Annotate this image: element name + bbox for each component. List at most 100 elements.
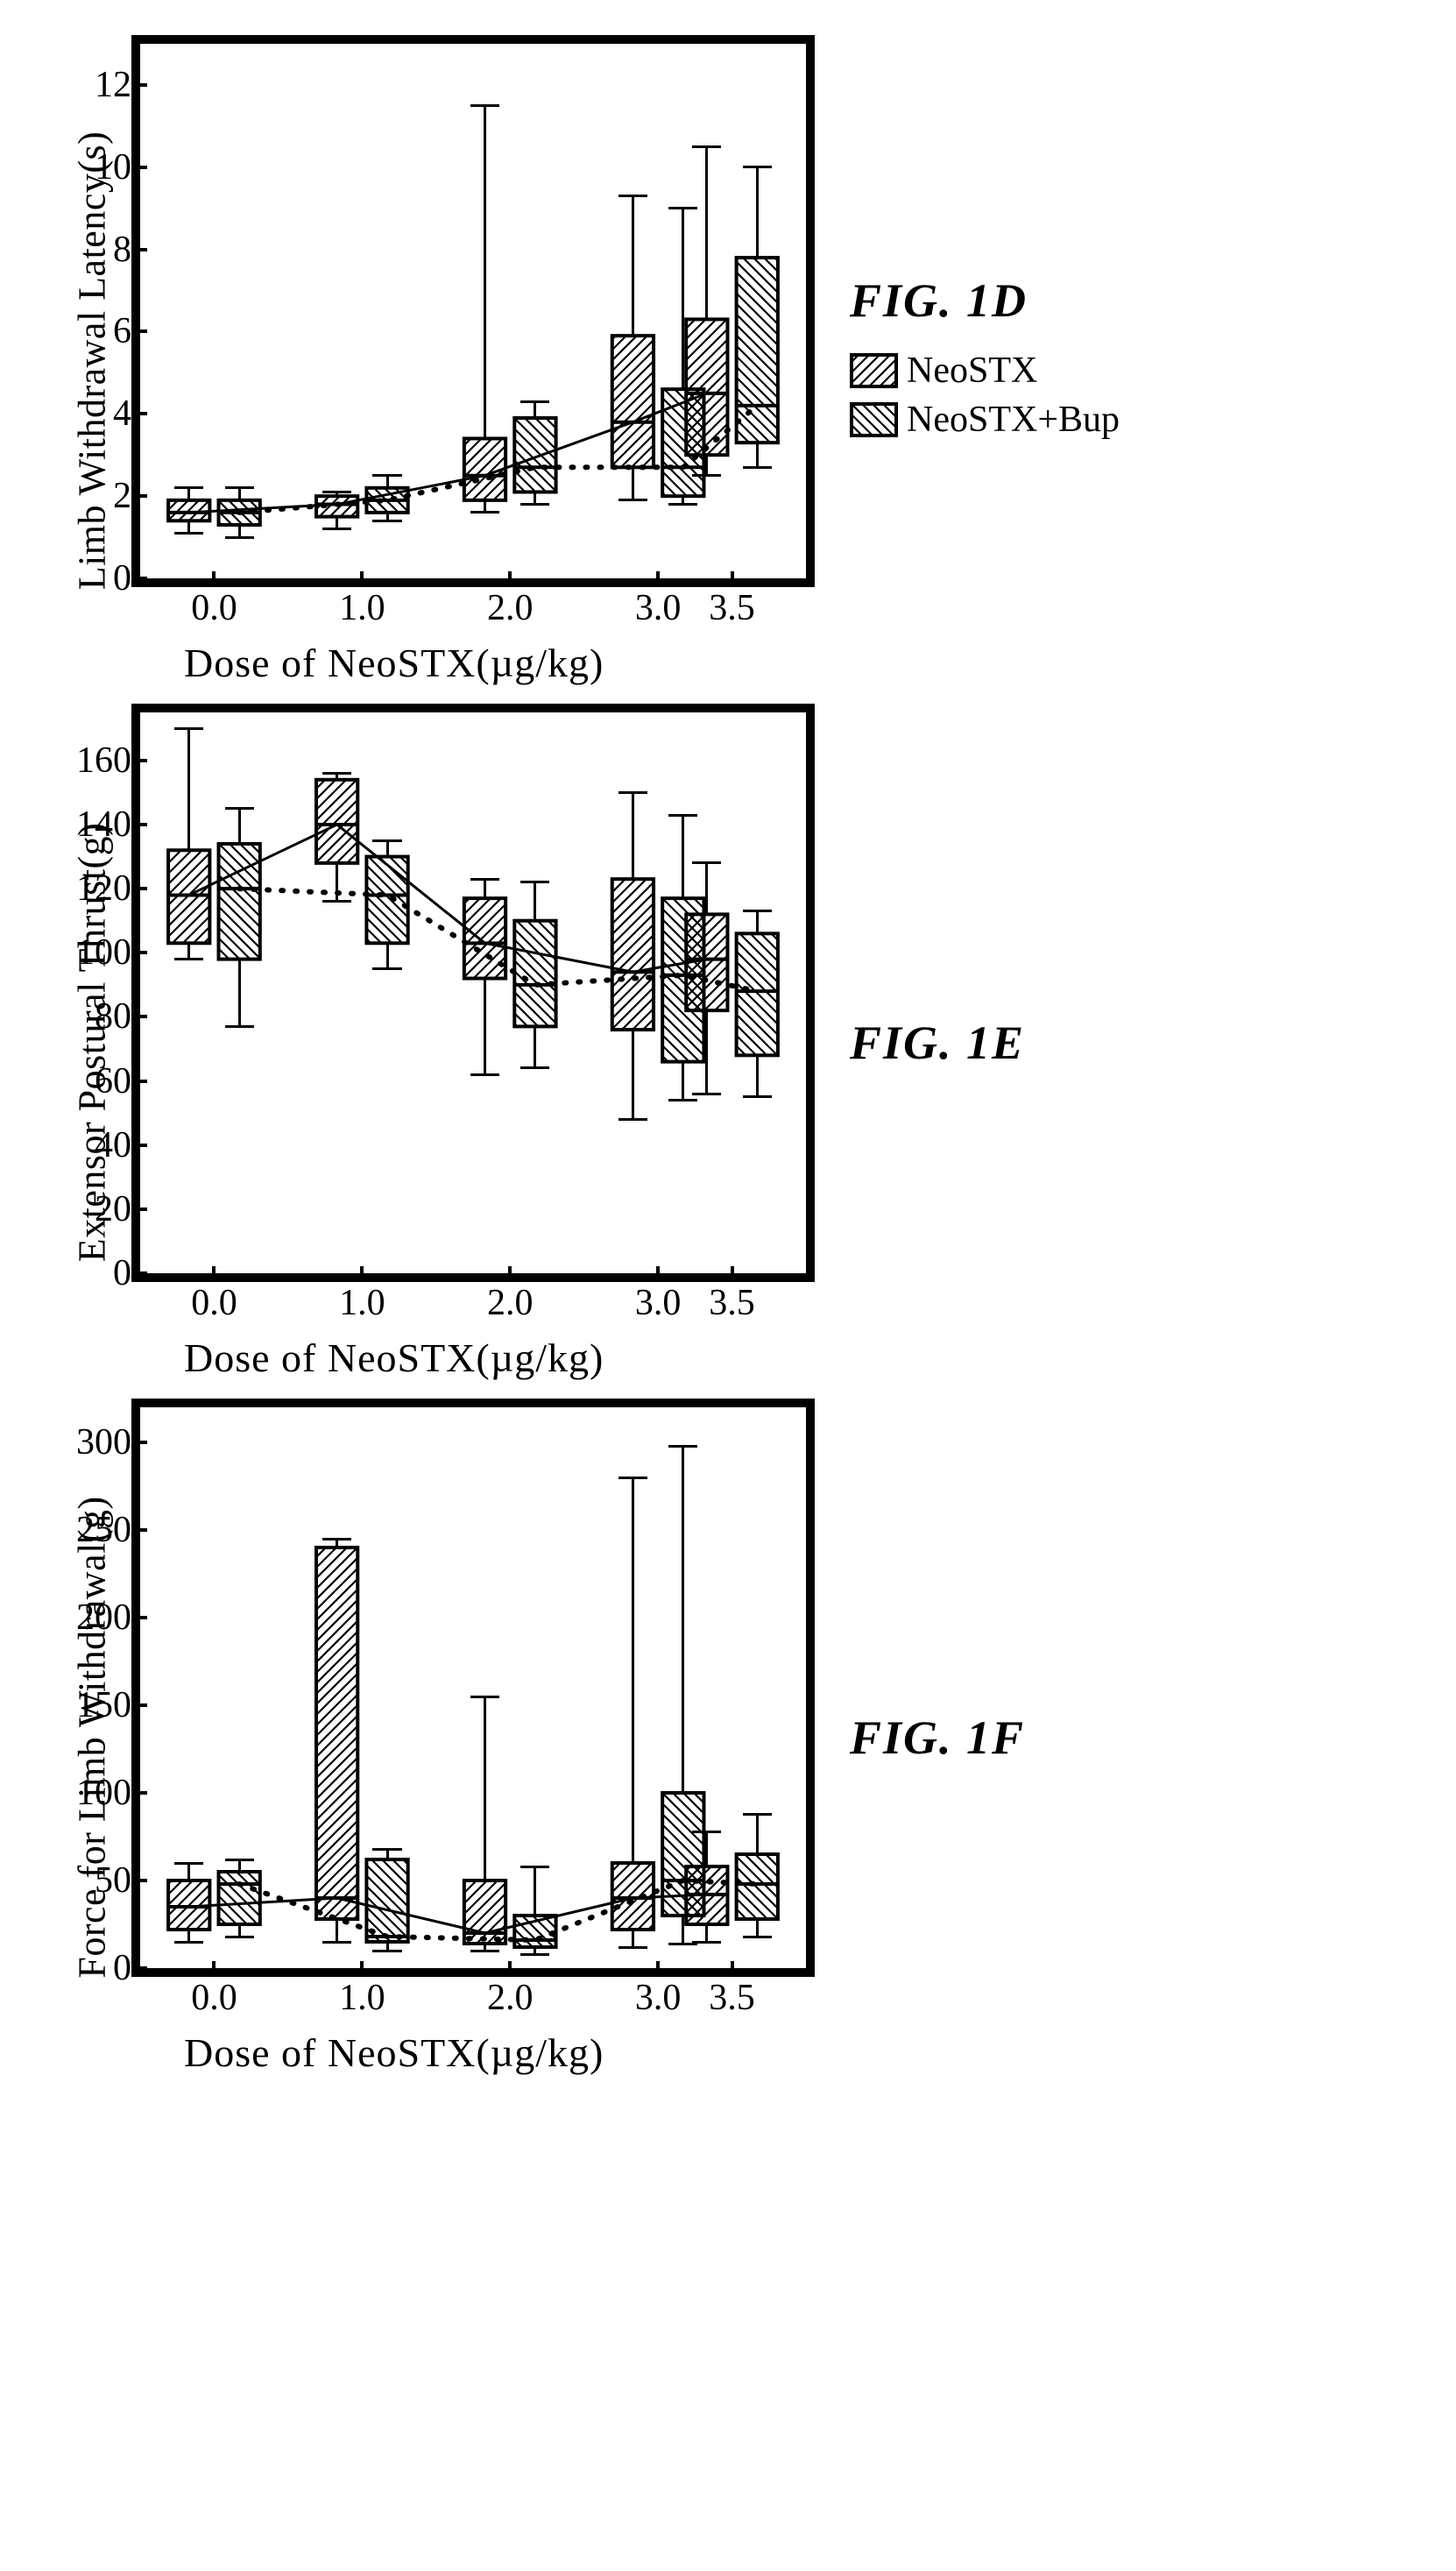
whisker [484, 1696, 486, 1880]
whisker-cap [225, 1859, 254, 1861]
whisker-cap [322, 1941, 351, 1944]
whisker-cap [174, 1862, 203, 1865]
ytick-label: 10 [95, 146, 131, 188]
whisker-cap [520, 1953, 549, 1956]
whisker-cap [618, 195, 647, 197]
whisker [632, 467, 634, 500]
ytick-mark [131, 759, 147, 762]
boxplot-box [366, 1859, 407, 1942]
whisker [705, 1924, 708, 1942]
whisker-cap [668, 1445, 697, 1448]
boxplot-box [316, 496, 357, 516]
whisker [386, 943, 389, 968]
whisker-cap [743, 166, 772, 168]
boxplot-box [464, 898, 505, 978]
xtick-mark [656, 1961, 660, 1977]
whisker [756, 1919, 759, 1937]
whisker [386, 1849, 389, 1859]
boxplot-box [737, 933, 778, 1055]
ytick-label: 100 [76, 1772, 131, 1814]
figure-column: Limb Withdrawal Latency(s)0246810120.01.… [0, 35, 1456, 2093]
ytick-mark [131, 83, 147, 87]
right-annotation: FIG. 1DNeoSTXNeoSTX+Bup [815, 273, 1120, 448]
xtick-label: 3.0 [635, 587, 682, 629]
ytick-mark [131, 1080, 147, 1083]
ytick-label: 2 [113, 475, 131, 517]
xtick-mark [731, 1266, 734, 1282]
whisker-cap [618, 791, 647, 794]
xtick-mark [212, 1961, 216, 1977]
xtick-label: 3.5 [709, 1282, 755, 1324]
xtick-label: 3.5 [709, 587, 755, 629]
xtick-mark [656, 571, 660, 587]
whisker-cap [470, 511, 499, 513]
ytick-label: 6 [113, 310, 131, 352]
plot-wrap: 0501001502002503000.01.02.03.03.5Dose of… [131, 1399, 815, 2076]
ytick-mark [131, 494, 147, 498]
whisker-cap [470, 1696, 499, 1698]
whisker [238, 488, 241, 500]
xtick-mark [508, 1266, 512, 1282]
boxplot-box [514, 418, 555, 492]
ytick-mark [131, 823, 147, 826]
ytick-mark [131, 1879, 147, 1882]
series-trend-line [189, 1895, 707, 1933]
boxplot-box [219, 500, 260, 525]
boxplot-box [366, 488, 407, 513]
ytick-mark [131, 577, 147, 580]
whisker-cap [743, 1813, 772, 1816]
xtick-label: 3.5 [709, 1977, 755, 2019]
plot-area: 0501001502002503000.01.02.03.03.5 [140, 1407, 806, 1968]
whisker-cap [372, 474, 401, 477]
whisker [756, 443, 759, 467]
ytick-mark [131, 887, 147, 890]
whisker [187, 488, 190, 500]
whisker [484, 879, 486, 898]
xtick-mark [656, 1266, 660, 1282]
ytick-label: 0 [113, 1947, 131, 1989]
whisker-cap [743, 910, 772, 912]
ytick-label: 100 [76, 931, 131, 974]
whisker-cap [618, 1477, 647, 1479]
boxplot-box [219, 844, 260, 960]
plot-area: 0204060801001201401600.01.02.03.03.5 [140, 712, 806, 1273]
ytick-label: 60 [95, 1060, 131, 1102]
ytick-mark [131, 248, 147, 251]
ytick-mark [131, 1528, 147, 1532]
xtick-label: 1.0 [339, 587, 385, 629]
whisker-cap [520, 1066, 549, 1069]
whisker [705, 146, 708, 319]
whisker-cap [668, 207, 697, 209]
trend-svg [140, 1407, 806, 1968]
boxplot-box [316, 1548, 357, 1919]
ytick-mark [131, 166, 147, 169]
legend-swatch-icon [850, 353, 898, 388]
xtick-label: 0.0 [191, 587, 237, 629]
xtick-label: 2.0 [487, 1977, 534, 2019]
whisker [705, 1831, 708, 1866]
ytick-mark [131, 951, 147, 954]
whisker [682, 1062, 684, 1101]
whisker-cap [225, 536, 254, 539]
xtick-mark [731, 1961, 734, 1977]
whisker-cap [743, 1095, 772, 1098]
whisker [238, 809, 241, 844]
boxplot-box [464, 1880, 505, 1944]
whisker [682, 209, 684, 389]
whisker [756, 911, 759, 934]
whisker-cap [174, 1941, 203, 1944]
xtick-mark [360, 1961, 364, 1977]
xtick-label: 0.0 [191, 1977, 237, 2019]
right-annotation: FIG. 1F [815, 1710, 1025, 1765]
ytick-mark [131, 1271, 147, 1275]
xtick-mark [360, 571, 364, 587]
plot-wrap: 0246810120.01.02.03.03.5Dose of NeoSTX(µ… [131, 35, 815, 686]
ytick-mark [131, 1208, 147, 1211]
series-trend-line [239, 406, 757, 513]
boxplot-box [737, 258, 778, 443]
boxplot-box [662, 1793, 703, 1916]
xtick-mark [212, 571, 216, 587]
boxplot-box [168, 500, 209, 521]
figure-label: FIG. 1E [850, 1016, 1025, 1070]
xtick-label: 1.0 [339, 1282, 385, 1324]
